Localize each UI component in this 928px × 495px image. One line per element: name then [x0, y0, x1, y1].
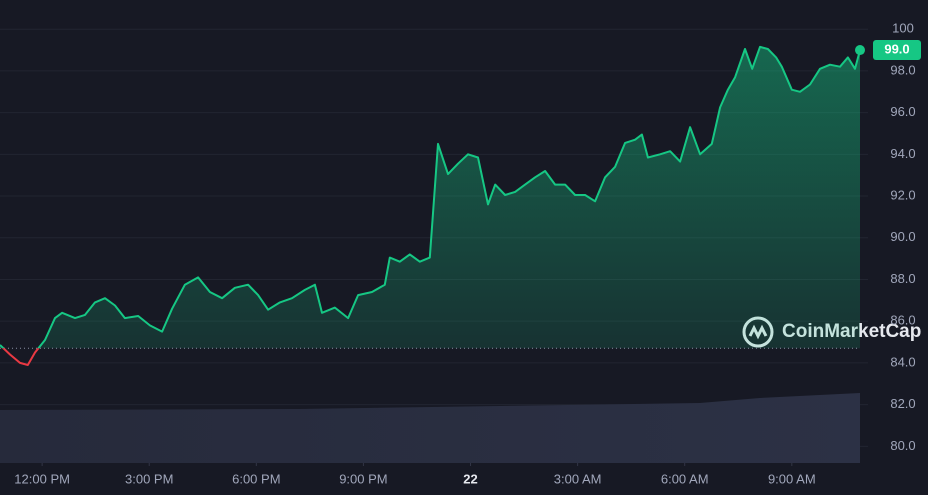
- x-tick-label: 22: [463, 471, 477, 486]
- x-tick-label: 6:00 PM: [232, 471, 280, 486]
- x-tick-label: 3:00 PM: [125, 471, 173, 486]
- y-tick-label: 96.0: [890, 104, 915, 119]
- y-tick-label: 90.0: [890, 229, 915, 244]
- price-tag: [873, 40, 921, 61]
- y-tick-label: 94.0: [890, 146, 915, 161]
- price-tag-label: 99.0: [884, 41, 909, 56]
- y-tick-label: 82.0: [890, 396, 915, 411]
- y-tick-label: 88.0: [890, 271, 915, 286]
- y-tick-label: 86.0: [890, 313, 915, 328]
- line-above: [0, 45, 861, 349]
- x-tick-label: 9:00 PM: [339, 471, 387, 486]
- y-tick-label: 84.0: [890, 354, 915, 369]
- x-tick-label: 12:00 PM: [14, 471, 70, 486]
- volume-band: [0, 393, 860, 463]
- y-tick-label: 98.0: [890, 62, 915, 77]
- y-tick-label: 100: [892, 21, 914, 36]
- last-point: [855, 45, 865, 56]
- plot: [0, 45, 865, 366]
- area: [0, 46, 860, 349]
- x-tick-label: 3:00 AM: [554, 471, 602, 486]
- x-tick-label: 9:00 AM: [768, 471, 816, 486]
- x-tick-label: 6:00 AM: [661, 471, 709, 486]
- y-tick-label: 92.0: [890, 187, 915, 202]
- grid: [0, 28, 868, 466]
- y-tick-label: 80.0: [890, 438, 915, 453]
